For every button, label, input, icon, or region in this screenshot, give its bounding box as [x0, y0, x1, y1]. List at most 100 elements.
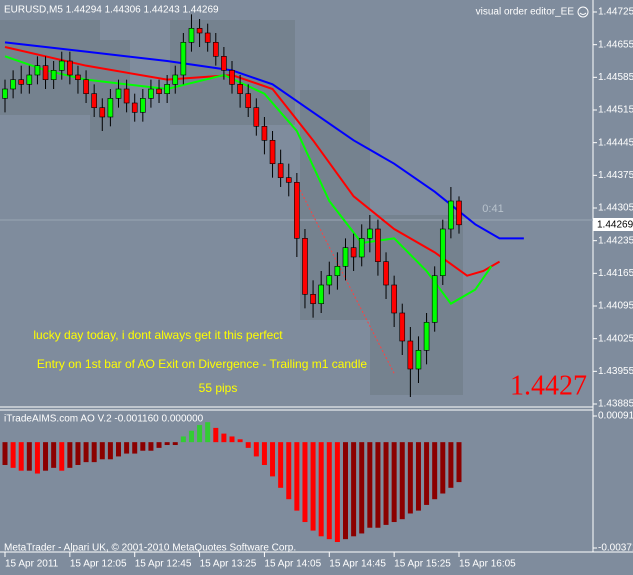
- moving-average: [4, 55, 493, 305]
- candle-body: [34, 65, 41, 76]
- ao-bar: [221, 433, 227, 443]
- candle-body: [423, 322, 430, 351]
- trend-line: [299, 189, 396, 376]
- candle-body: [342, 247, 349, 267]
- candle-body: [407, 340, 414, 370]
- ao-bar: [18, 442, 24, 471]
- candle-body: [115, 88, 122, 99]
- candle-body: [221, 56, 227, 71]
- ao-bar: [75, 442, 81, 465]
- ao-bar: [26, 442, 32, 471]
- candle-body: [18, 79, 25, 85]
- candle-body: [172, 74, 179, 85]
- candle-body: [456, 200, 462, 226]
- ao-bar: [334, 442, 340, 543]
- ao-bar: [456, 442, 462, 483]
- big-price: 1.4427: [510, 370, 587, 401]
- ao-bar: [270, 442, 276, 477]
- candle-body: [212, 42, 219, 57]
- ao-bar: [67, 442, 73, 468]
- ao-bar: [34, 442, 40, 474]
- ao-bar: [343, 442, 348, 540]
- indicator-title: iTradeAIMS.com AO V.2 -0.001160 0.000000: [4, 414, 204, 425]
- annotation: 55 pips: [199, 381, 238, 395]
- candle-body: [50, 70, 57, 80]
- ao-bar: [310, 442, 316, 531]
- ao-bar: [83, 442, 89, 463]
- y-tick-label: 1.44305: [598, 203, 633, 214]
- y-tick-label: 1.44025: [598, 333, 633, 344]
- candle-body: [431, 275, 438, 323]
- x-tick-label: 15 Apr 15:25: [394, 559, 451, 570]
- ao-bar: [359, 442, 365, 534]
- candle-body: [269, 140, 276, 164]
- moving-average: [4, 41, 524, 240]
- ao-bar: [156, 442, 162, 448]
- candle-body: [237, 84, 243, 94]
- footer: MetaTrader - Alpari UK, © 2001-2010 Meta…: [4, 543, 296, 554]
- candle-body: [83, 79, 89, 94]
- ao-bar: [188, 430, 194, 443]
- ao-bar: [237, 439, 243, 443]
- candle-body: [196, 28, 203, 34]
- ao-bar: [440, 442, 446, 494]
- y-tick-label: 1.44095: [598, 301, 633, 312]
- candle-body: [123, 88, 130, 104]
- candle-body: [148, 88, 154, 99]
- ao-bar: [59, 442, 65, 471]
- candle-body: [310, 294, 316, 304]
- ao-bar: [351, 442, 357, 537]
- ao-bar: [229, 436, 235, 443]
- x-tick-label: 15 Apr 12:45: [135, 559, 192, 570]
- ao-bar: [294, 442, 300, 511]
- y-tick-label: 1.43955: [598, 366, 633, 377]
- candle-body: [399, 312, 406, 342]
- x-tick-label: 15 Apr 13:25: [200, 559, 257, 570]
- candle-body: [302, 238, 308, 295]
- candle-body: [42, 65, 49, 80]
- candle-body: [91, 93, 97, 108]
- candle-body: [10, 79, 16, 90]
- ao-bar: [407, 442, 413, 514]
- candle-body: [318, 284, 324, 304]
- y-tick-label: 1.44375: [598, 170, 633, 181]
- candle-body: [367, 228, 373, 239]
- ao-bar: [164, 442, 170, 446]
- ao-bar: [286, 442, 292, 500]
- ao-bar: [261, 442, 267, 465]
- x-tick-label: 15 Apr 2011: [5, 559, 59, 570]
- ao-bar: [245, 442, 251, 448]
- x-tick-label: 15 Apr 12:05: [70, 559, 127, 570]
- ao-bar: [180, 436, 186, 443]
- candle-body: [334, 266, 341, 276]
- candle-body: [277, 163, 284, 178]
- candle-body: [415, 350, 422, 370]
- y-tick-label: 1.44445: [598, 137, 633, 148]
- ao-bar: [326, 442, 332, 540]
- ao-bar: [278, 442, 284, 488]
- ao-bar: [318, 442, 324, 537]
- candle-body: [350, 247, 357, 258]
- candle-body: [180, 42, 187, 76]
- ao-bar: [91, 442, 97, 463]
- y-tick-label: 1.44725: [598, 7, 633, 18]
- candle-body: [439, 228, 446, 276]
- candle-body: [229, 70, 235, 85]
- moving-average: [4, 46, 501, 277]
- ao-bar: [415, 442, 421, 511]
- candle-body: [448, 200, 454, 230]
- candle-body: [58, 60, 65, 71]
- ao-bar: [197, 425, 203, 443]
- ao-bar: [172, 442, 178, 446]
- ao-bar: [424, 442, 430, 505]
- candle-body: [326, 275, 333, 286]
- x-tick-label: 15 Apr 14:05: [264, 559, 321, 570]
- ao-bar: [213, 427, 219, 443]
- ao-bar: [448, 442, 454, 488]
- current-price-box: [593, 218, 633, 231]
- annotation: lucky day today, i dont always get it th…: [33, 328, 283, 342]
- ao-bar: [140, 442, 146, 451]
- y-tick-label: 0.000917: [598, 411, 633, 422]
